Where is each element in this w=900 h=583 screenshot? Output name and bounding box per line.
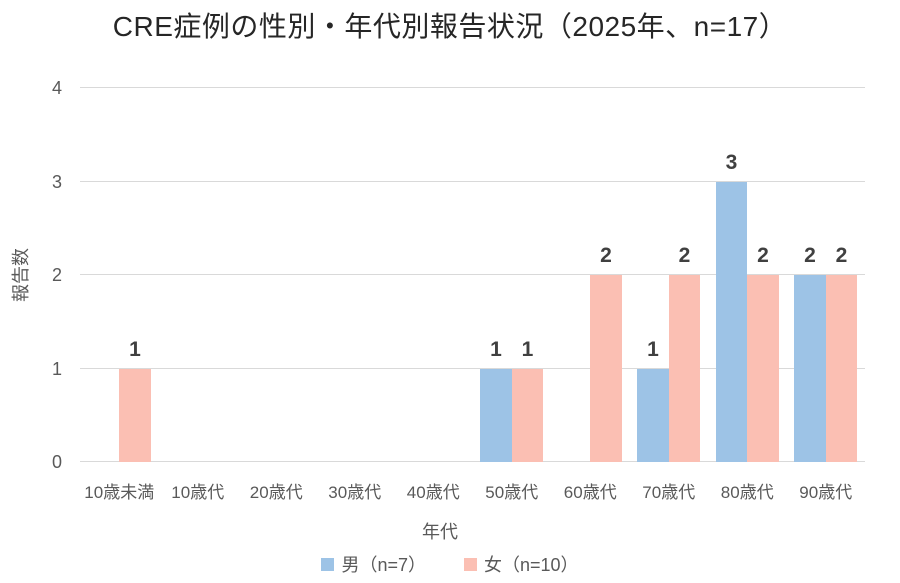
data-label: 2: [757, 244, 769, 267]
x-tick-label: 10歳未満: [84, 483, 155, 502]
gridline: [80, 180, 865, 182]
gridline: [80, 367, 865, 369]
x-tick-label: 40歳代: [406, 483, 460, 502]
legend-item-female: 女（n=10）: [464, 551, 579, 577]
x-tick-label: 90歳代: [799, 483, 853, 502]
legend: 男（n=7） 女（n=10）: [0, 551, 900, 577]
legend-label: 女（n=10）: [484, 555, 579, 575]
legend-swatch-icon: [321, 557, 335, 571]
x-axis-title: 年代: [422, 522, 458, 542]
x-tick-label: 60歳代: [563, 483, 617, 502]
x-tick-label: 80歳代: [720, 483, 774, 502]
x-tick-label: 70歳代: [642, 483, 696, 502]
data-label: 2: [678, 244, 691, 267]
bar-female-cat6: [511, 368, 544, 462]
gridline: [80, 461, 865, 462]
legend-item-male: 男（n=7）: [321, 551, 426, 577]
bar-female-cat1: [119, 368, 151, 462]
bar-female-cat10: [825, 275, 858, 462]
bar-male-cat10: [794, 275, 826, 462]
y-tick-label: 4: [51, 78, 62, 98]
data-label: 2: [835, 244, 848, 267]
bar-female-cat8: [668, 275, 701, 462]
bar-female-cat9: [747, 275, 779, 462]
x-tick-label: 10歳代: [171, 483, 225, 502]
x-tick-label: 50歳代: [485, 483, 539, 502]
legend-swatch-icon: [464, 557, 477, 571]
y-tick-label: 0: [51, 452, 62, 472]
y-tick-label: 3: [51, 171, 62, 192]
data-label: 1: [521, 337, 534, 361]
x-tick-label: 30歳代: [328, 483, 382, 502]
x-tick-label: 20歳代: [249, 483, 303, 502]
gridline: [80, 87, 865, 88]
data-label: 2: [600, 244, 612, 267]
data-label: 1: [129, 337, 141, 361]
data-label: 1: [647, 337, 659, 361]
bar-male-cat6: [480, 368, 512, 462]
y-tick-label: 1: [51, 358, 62, 379]
chart-title: CRE症例の性別・年代別報告状況（2025年、n=17）: [112, 11, 788, 42]
bar-male-cat9: [715, 181, 748, 462]
bar-female-cat7: [590, 275, 622, 462]
data-label: 1: [490, 337, 502, 361]
y-tick-label: 2: [51, 265, 62, 285]
data-label: 2: [804, 244, 816, 267]
data-label: 3: [725, 150, 738, 174]
legend-label: 男（n=7）: [341, 555, 426, 575]
gridline: [80, 274, 865, 275]
bar-male-cat8: [637, 368, 669, 462]
